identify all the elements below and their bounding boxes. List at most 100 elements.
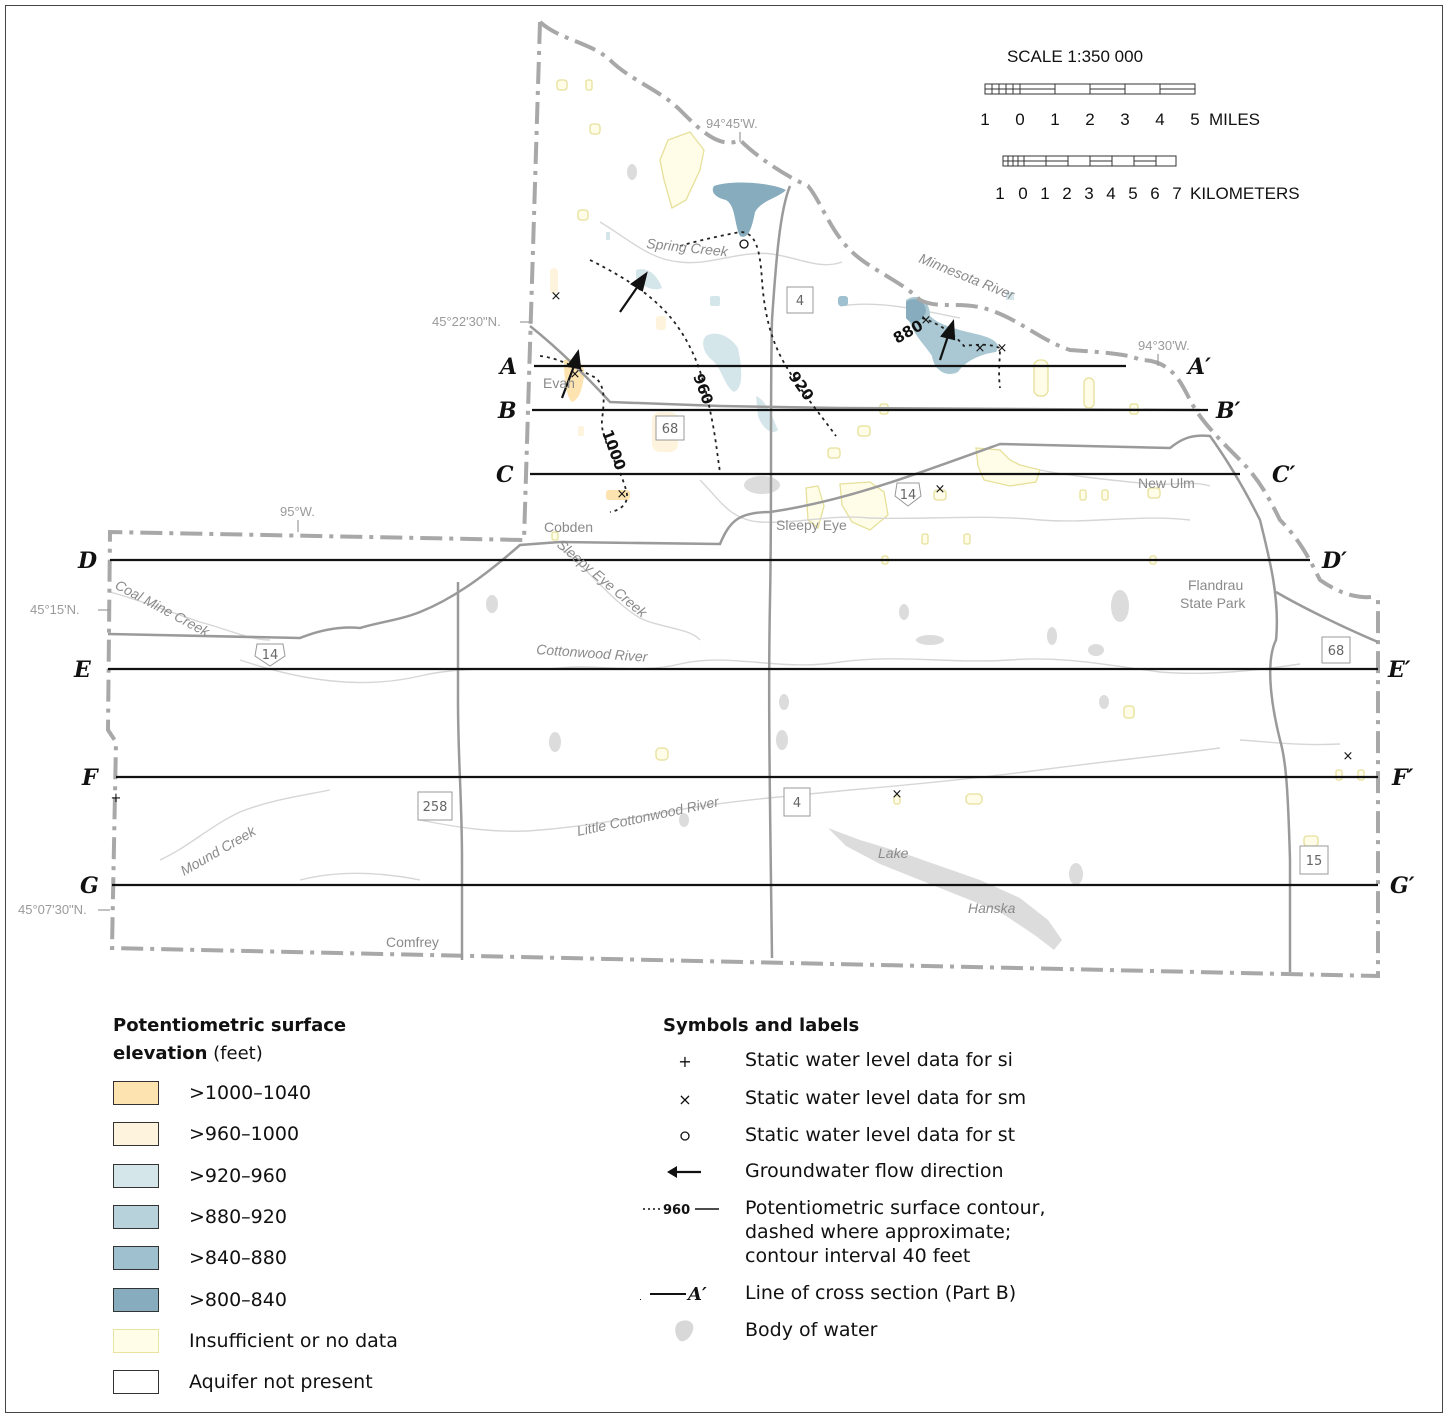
- svg-text:1: 1: [1040, 184, 1049, 203]
- road-4-south-label: 4: [793, 796, 801, 811]
- contour-icon-label: 960: [663, 1203, 690, 1218]
- place-evan: Evan: [543, 375, 575, 391]
- arrow-left-icon: [640, 1159, 730, 1185]
- km-ticks: 1 0 1 2 3 4 5 6 7 KILOMETERS: [995, 184, 1299, 203]
- legend-swatch: [113, 1122, 159, 1147]
- sm-symbol: ×: [997, 341, 1008, 356]
- contour-line-icon: 960: [640, 1196, 730, 1222]
- legend-row: >840–880: [113, 1243, 287, 1273]
- svg-text:0: 0: [1015, 110, 1024, 129]
- svg-text:4: 4: [1155, 110, 1164, 129]
- symbol-row-water: Body of water: [640, 1318, 878, 1344]
- legend-swatch: [113, 1246, 159, 1271]
- section-line-icon: A A′: [640, 1281, 730, 1307]
- place-labels: Evan Cobden Sleepy Eye New Ulm Flandrau …: [386, 375, 1246, 950]
- sm-symbol: ×: [570, 367, 581, 382]
- section-f-end: F′: [1391, 765, 1414, 791]
- legend-row: >880–920: [113, 1202, 287, 1232]
- svg-text:1: 1: [995, 184, 1004, 203]
- water-body-icon: [640, 1318, 730, 1344]
- km-unit: KILOMETERS: [1190, 184, 1300, 203]
- sm-symbol: ×: [1343, 749, 1354, 764]
- place-new-ulm: New Ulm: [1138, 475, 1195, 491]
- roads: [107, 185, 1379, 972]
- legend-row: >920–960: [113, 1161, 287, 1191]
- symbol-row-flow: Groundwater flow direction: [640, 1159, 1004, 1185]
- plus-icon: +: [678, 1051, 692, 1071]
- legend-row: >1000–1040: [113, 1078, 311, 1108]
- coordinate-labels: 94°45'W. 94°30'W. 95°W. 45°22'30"N. 45°1…: [18, 116, 1190, 917]
- sm-symbol: ×: [935, 482, 946, 497]
- road-68-north-label: 68: [662, 422, 679, 437]
- sm-symbol: ×: [921, 313, 932, 328]
- place-sleepy-eye: Sleepy Eye: [776, 517, 847, 533]
- legend-swatch: [113, 1204, 159, 1229]
- road-shields: 4 68 14 14 68 258 4 15: [254, 286, 1351, 875]
- svg-text:7: 7: [1172, 184, 1181, 203]
- miles-scale-bar: [984, 83, 1196, 95]
- lake-label: Lake: [878, 845, 909, 861]
- section-e-start: E: [73, 657, 92, 683]
- legend-label: Aquifer not present: [189, 1371, 373, 1394]
- us14-west-label: 14: [262, 648, 279, 663]
- streams: [109, 221, 1341, 881]
- miles-ticks: 1 0 1 2 3 4 5 MILES: [980, 110, 1260, 129]
- svg-text:2: 2: [1062, 184, 1071, 203]
- place-flandrau: Flandrau: [1188, 577, 1243, 593]
- lake-labels: Lake Hanska: [878, 845, 1016, 916]
- cottonwood-river-label: Cottonwood River: [536, 641, 649, 665]
- us14-east-label: 14: [900, 488, 917, 503]
- legend-swatch: [113, 1370, 159, 1395]
- cross-icon: ×: [678, 1089, 692, 1109]
- section-f-start: F: [81, 765, 99, 791]
- legend-swatch: [113, 1163, 159, 1188]
- section-a-start: A: [498, 354, 517, 380]
- section-e-end: E′: [1387, 657, 1411, 683]
- place-state-park: State Park: [1180, 595, 1246, 611]
- legend-row: Insufficient or no data: [113, 1326, 398, 1356]
- sleepy-eye-creek-label: Sleepy Eye Creek: [554, 536, 651, 621]
- legend-label: >880–920: [189, 1205, 287, 1228]
- legend-label: >1000–1040: [189, 1082, 312, 1104]
- section-icon-end: A′: [686, 1284, 707, 1305]
- place-cobden: Cobden: [544, 519, 593, 535]
- lon-95-label: 95°W.: [280, 504, 315, 519]
- symbols-legend: Symbols and labels + Static water level …: [640, 1012, 1200, 1392]
- legend-swatch: [113, 1328, 159, 1353]
- section-d-end: D′: [1321, 548, 1347, 574]
- legend-label: >920–960: [189, 1164, 287, 1187]
- section-labels: A A′ B B′ C C′ D D′ E E′ F F′ G G′: [73, 354, 1415, 899]
- section-lines: [108, 364, 1378, 887]
- sm-symbol: ×: [892, 787, 903, 802]
- scale-title: SCALE 1:350 000: [1007, 47, 1143, 66]
- lon-94-45-label: 94°45'W.: [706, 116, 758, 131]
- symbol-row-section: A A′ Line of cross section (Part B): [640, 1281, 1016, 1307]
- lon-94-30-label: 94°30'W.: [1138, 338, 1190, 353]
- symbol-row-st: Static water level data for st: [640, 1123, 1015, 1149]
- county-boundary: [105, 20, 1380, 979]
- section-g-start: G: [80, 873, 99, 899]
- little-cottonwood-river-label: Little Cottonwood River: [575, 793, 721, 839]
- svg-text:6: 6: [1150, 184, 1159, 203]
- section-c-end: C′: [1272, 462, 1296, 488]
- section-g-end: G′: [1390, 873, 1415, 899]
- legend-label: >800–840: [189, 1288, 287, 1311]
- circle-icon: [640, 1123, 730, 1149]
- road-15-label: 15: [1306, 854, 1323, 869]
- symbol-row-sm: × Static water level data for sm: [640, 1086, 1026, 1112]
- legend-swatch: [113, 1287, 159, 1312]
- section-d-start: D: [77, 548, 97, 574]
- hanska-label: Hanska: [968, 900, 1016, 916]
- contour-label-960: 960: [689, 371, 717, 407]
- legend-label: >960–1000: [189, 1123, 300, 1146]
- svg-text:1: 1: [1050, 110, 1059, 129]
- legend-swatch: [113, 1081, 159, 1105]
- km-scale-bar: [1002, 155, 1177, 167]
- figure-frame: [5, 5, 1443, 1413]
- si-symbol: +: [111, 791, 122, 806]
- insufficient-data-areas: [551, 79, 1365, 847]
- st-symbol: [739, 239, 749, 249]
- section-icon-start: A: [640, 1284, 642, 1305]
- symbol-row-si: + Static water level data for si: [640, 1048, 1013, 1074]
- svg-text:3: 3: [1120, 110, 1129, 129]
